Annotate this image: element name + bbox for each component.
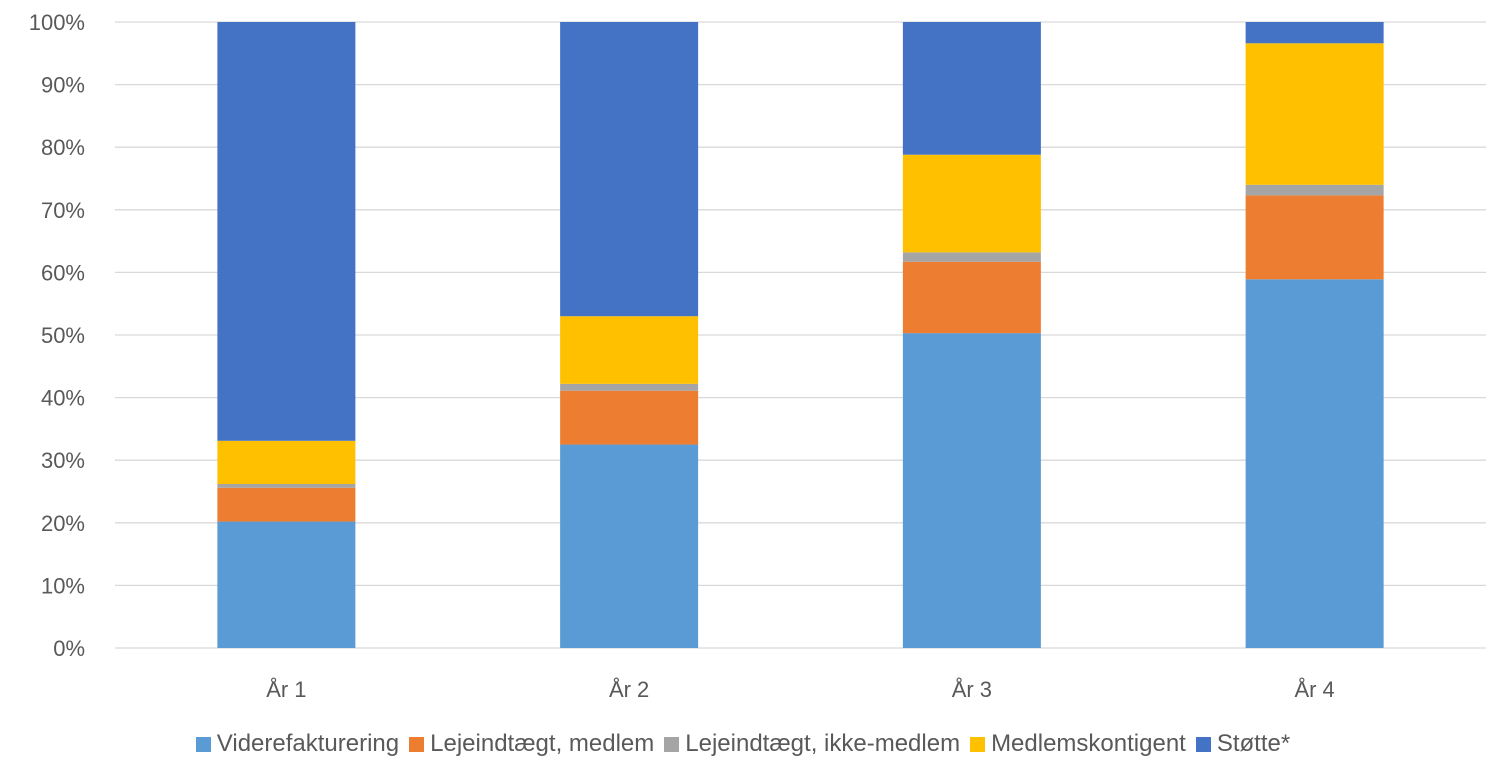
bar-segment [560,22,699,317]
x-tick-label: År 3 [952,677,992,702]
x-tick-label: År 4 [1294,677,1334,702]
bar-segment [902,252,1041,262]
y-tick-label: 80% [41,135,85,160]
legend-swatch [664,736,680,752]
y-tick-label: 100% [29,10,85,35]
legend-label: Lejeindtægt, medlem [430,730,655,757]
y-tick-label: 50% [41,323,85,348]
y-tick-label: 10% [41,573,85,598]
bar-segment [560,390,699,445]
legend-item: Lejeindtægt, medlem [409,730,654,758]
legend-label: Viderefakturering [216,730,400,757]
bar-segment [1245,184,1384,196]
bar-segment [217,487,356,522]
y-axis-tick-labels: 0% 10% 20% 30% 40% 50% 60% 70% 80% 90% 100% [29,10,85,661]
y-tick-label: 70% [41,198,85,223]
bar-segment [902,261,1041,334]
legend-item: Lejeindtægt, ikke-medlem [664,730,960,758]
bar-segment [217,483,356,488]
bar-segment [217,521,356,648]
bar-segment [217,22,356,441]
legend-swatch [1195,736,1211,752]
x-axis-tick-labels: År 1 År 2 År 3 År 4 [266,677,1335,702]
y-tick-label: 20% [41,511,85,536]
bar-segment [1245,279,1384,648]
legend-item: Støtte* [1195,730,1291,758]
legend-swatch [970,736,986,752]
bar-segment [560,316,699,384]
legend-label: Lejeindtægt, ikke-medlem [685,730,961,757]
bar-segment [1245,195,1384,280]
bar-segment [1245,22,1384,44]
x-tick-label: År 2 [609,677,649,702]
y-tick-label: 0% [53,636,85,661]
legend: Viderefakturering Lejeindtægt, medlem Leje… [0,722,1486,766]
legend-label: Støtte* [1216,730,1291,757]
y-tick-label: 60% [41,260,85,285]
y-tick-label: 30% [41,448,85,473]
y-tick-label: 40% [41,386,85,411]
bars [217,22,1384,648]
bar-segment [217,440,356,484]
bar-segment [902,22,1041,155]
bar-segment [902,154,1041,253]
bar-segment [560,383,699,391]
legend-item: Viderefakturering [195,730,400,758]
bar-segment [560,444,699,648]
bar-segment [1245,43,1384,185]
x-tick-label: År 1 [266,677,306,702]
bar-segment [902,333,1041,648]
legend-item: Medlemskontigent [970,730,1186,758]
legend-swatch [409,736,425,752]
legend-swatch [195,736,211,752]
y-tick-label: 90% [41,73,85,98]
legend-label: Medlemskontigent [991,730,1186,757]
